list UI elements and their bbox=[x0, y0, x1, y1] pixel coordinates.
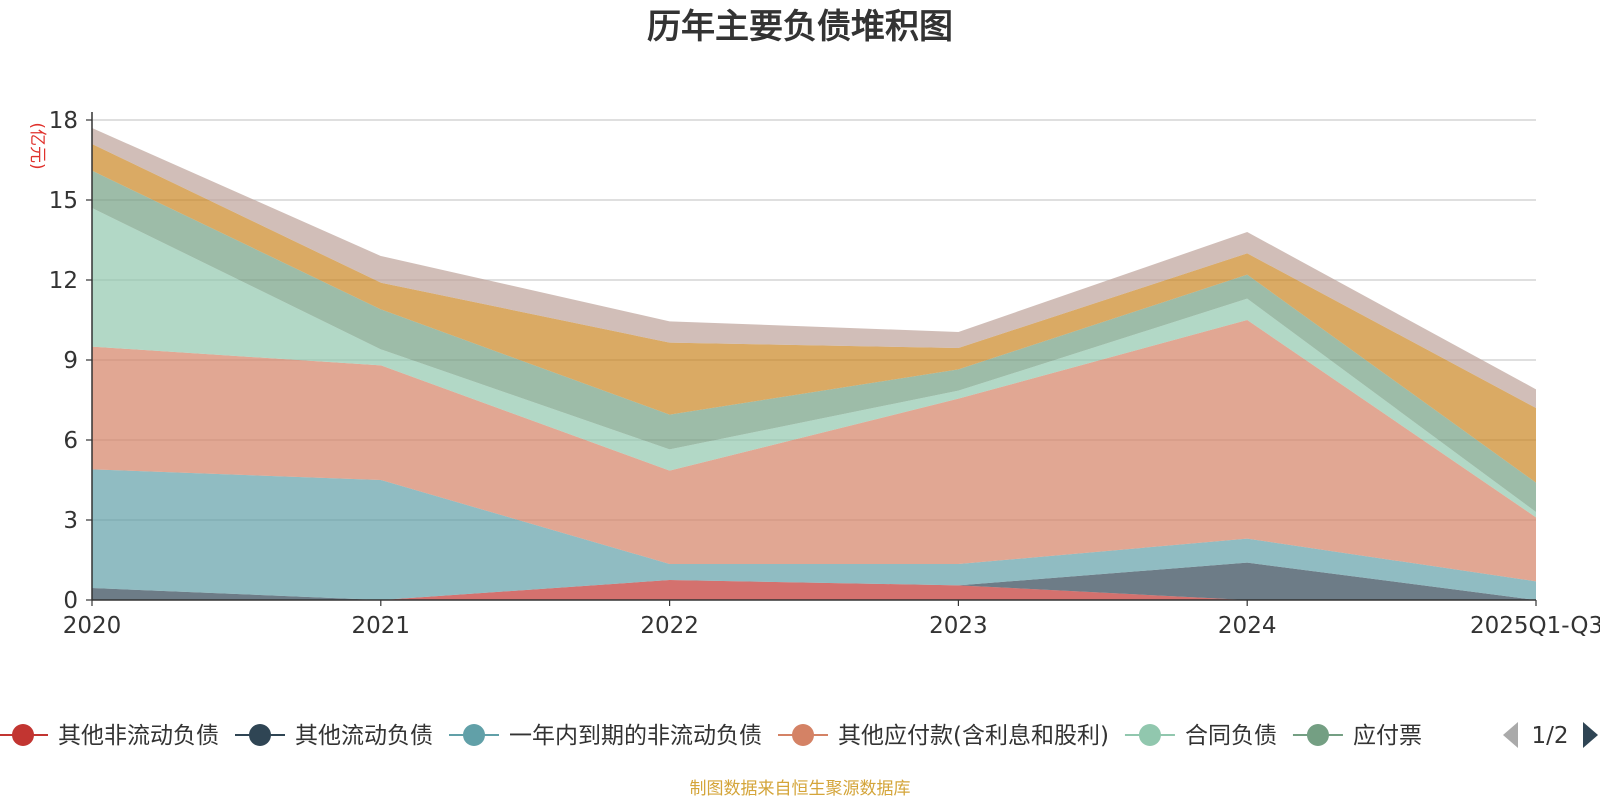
legend-item[interactable]: 其他应付款(含利息和股利) bbox=[778, 723, 1109, 749]
area-series-4[interactable] bbox=[92, 208, 1536, 518]
chart-title: 历年主要负债堆积图 bbox=[647, 7, 953, 47]
legend-item[interactable]: 应付票 bbox=[1292, 723, 1422, 749]
legend-marker-circle bbox=[792, 724, 814, 746]
legend-marker-circle bbox=[12, 724, 34, 746]
area-series-2[interactable] bbox=[92, 469, 1536, 600]
legend-item[interactable]: 一年内到期的非流动负债 bbox=[449, 723, 762, 749]
area-series-3[interactable] bbox=[92, 320, 1536, 582]
y-tick-label: 3 bbox=[63, 508, 78, 534]
area-series-5[interactable] bbox=[92, 170, 1536, 512]
y-tick-label: 15 bbox=[49, 188, 78, 214]
area-series-0[interactable] bbox=[92, 580, 1536, 600]
x-tick-label: 2022 bbox=[640, 613, 699, 639]
legend-label: 合同负债 bbox=[1185, 723, 1277, 749]
x-tick-label: 2020 bbox=[63, 613, 122, 639]
y-axis-unit: (亿元) bbox=[27, 122, 47, 169]
x-tick-label: 2021 bbox=[352, 613, 411, 639]
legend-page-indicator: 1/2 bbox=[1531, 723, 1568, 749]
legend-label: 其他流动负债 bbox=[295, 723, 433, 749]
legend-label: 应付票 bbox=[1353, 723, 1422, 749]
area-series-layer bbox=[92, 128, 1536, 600]
area-series-7[interactable] bbox=[92, 128, 1536, 408]
legend-marker-circle bbox=[1306, 724, 1329, 746]
legend-label: 其他应付款(含利息和股利) bbox=[838, 723, 1109, 749]
legend-label: 其他非流动负债 bbox=[58, 723, 219, 749]
data-source-note: 制图数据来自恒生聚源数据库 bbox=[690, 779, 911, 799]
legend-item[interactable]: 合同负债 bbox=[1124, 723, 1277, 749]
y-tick-label: 0 bbox=[63, 588, 78, 614]
x-tick-label: 2024 bbox=[1218, 613, 1277, 639]
y-tick-label: 6 bbox=[63, 428, 78, 454]
legend-next-page-icon[interactable] bbox=[1583, 722, 1598, 748]
legend-prev-page-icon[interactable] bbox=[1503, 722, 1518, 748]
y-tick-label: 12 bbox=[49, 268, 78, 294]
legend: 其他非流动负债 其他流动负债 一年内到期的非流动负债 其他应付款(含利息和股利) 合同负… bbox=[0, 713, 1600, 757]
legend-item[interactable]: 其他非流动负债 bbox=[0, 723, 219, 749]
x-tick-label: 2025Q1-Q3 bbox=[1470, 613, 1600, 639]
axes: 0 3 6 9 12 15 18 2020 2021 2022 2023 2024 2025Q1-Q3 bbox=[49, 108, 1600, 639]
legend-item[interactable]: 其他流动负债 bbox=[235, 723, 433, 749]
legend-marker-circle bbox=[463, 724, 485, 746]
legend-marker-circle bbox=[249, 724, 271, 746]
legend-label: 一年内到期的非流动负债 bbox=[509, 723, 762, 749]
y-tick-label: 9 bbox=[63, 348, 78, 374]
y-tick-label: 18 bbox=[49, 108, 78, 134]
legend-marker-circle bbox=[1138, 724, 1161, 746]
x-tick-label: 2023 bbox=[929, 613, 988, 639]
area-series-1[interactable] bbox=[92, 562, 1536, 600]
